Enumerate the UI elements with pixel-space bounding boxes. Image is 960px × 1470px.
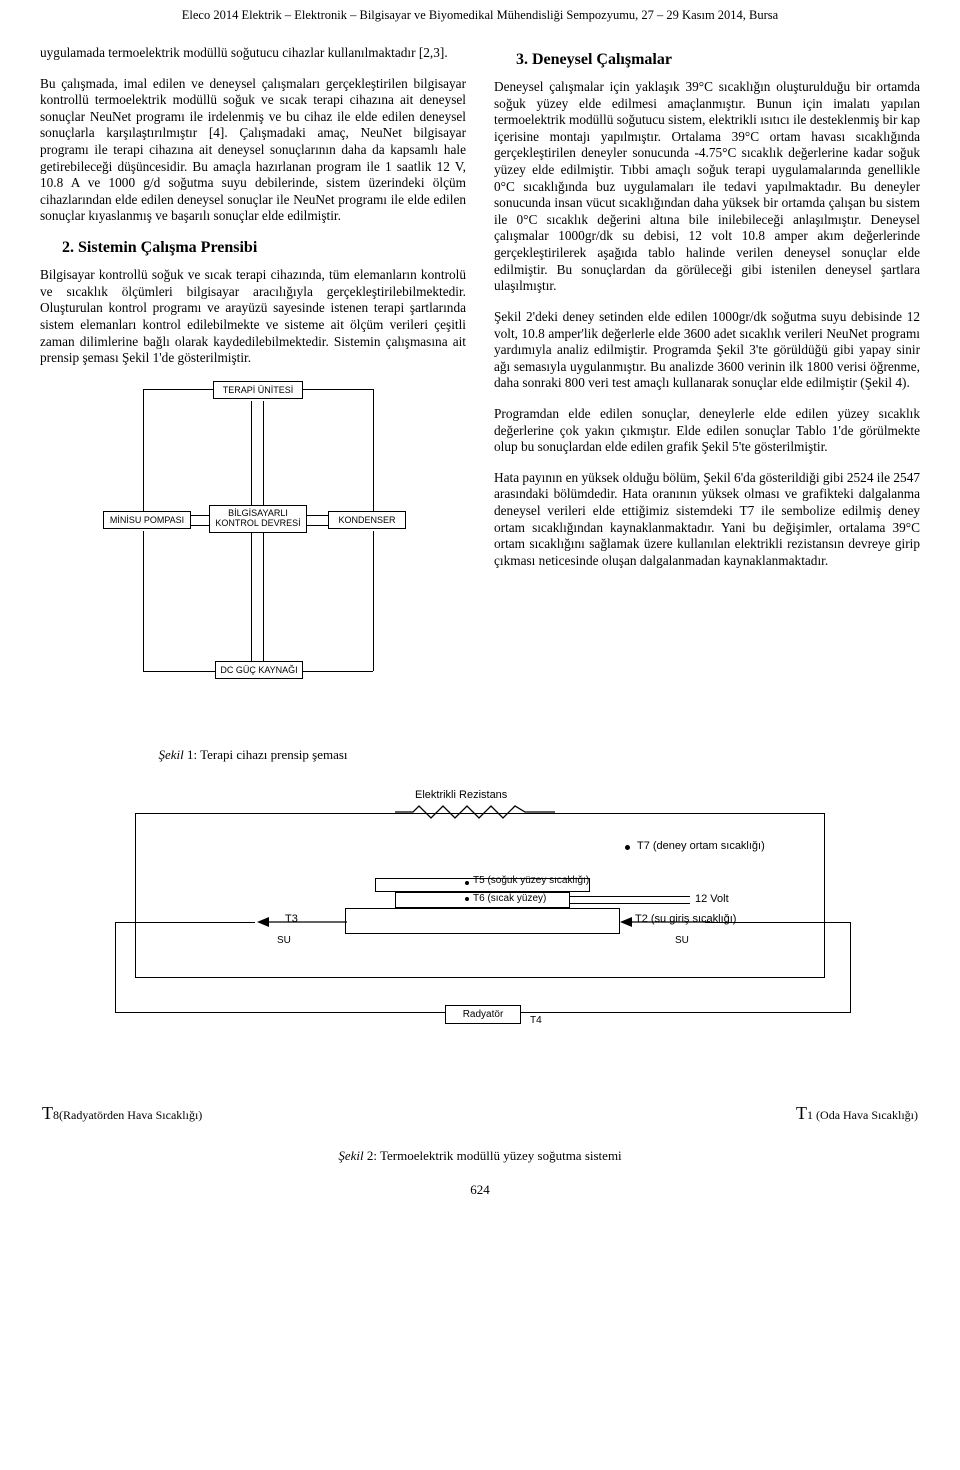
caption-italic: Şekil [338,1148,363,1163]
fig2-label-su-left: SU [277,935,291,946]
caption-italic: Şekil [158,747,183,762]
left-column: uygulamada termoelektrik modüllü soğutuc… [40,45,466,773]
caption-rest: 1: Terapi cihazı prensip şeması [184,747,348,762]
para: Hata payının en yüksek olduğu bölüm, Şek… [494,470,920,570]
figure-2-caption: Şekil 2: Termoelektrik modüllü yüzey soğ… [40,1148,920,1164]
arrow-left-icon [257,916,347,936]
para: Bilgisayar kontrollü soğuk ve sıcak tera… [40,267,466,367]
page-header: Eleco 2014 Elektrik – Elektronik – Bilgi… [40,8,920,23]
para: Bu çalışmada, imal edilen ve deneysel ça… [40,76,466,225]
figure-1-caption: Şekil 1: Terapi cihazı prensip şeması [40,747,466,763]
figure-2: Elektrikli Rezistans T7 (deney ortam sıc… [40,783,920,1164]
fig2-label-resistor: Elektrikli Rezistans [415,789,507,801]
fig1-box-dc: DC GÜÇ KAYNAĞI [215,661,303,679]
resistor-icon [395,805,555,819]
fig2-label-t4: T4 [530,1015,542,1026]
fig2-label-12v: 12 Volt [695,893,729,905]
para: Programdan elde edilen sonuçlar, deneyle… [494,406,920,456]
fig1-box-condenser: KONDENSER [328,511,406,529]
caption-rest: 2: Termoelektrik modüllü yüzey soğutma s… [364,1148,622,1163]
section-heading-2: 2. Sistemin Çalışma Prensibi [40,239,466,257]
fig1-box-therapy: TERAPİ ÜNİTESİ [213,381,303,399]
figure-2-bottom-labels: T8(Radyatörden Hava Sıcaklığı) T1 (Oda H… [40,1103,920,1124]
fig2-label-su-right: SU [675,935,689,946]
fig2-label-t5: T5 (soğuk yüzey sıcaklığı) [473,875,589,886]
figure-1: TERAPİ ÜNİTESİ MİNİSU POMPASI BİLGİSAYAR… [40,381,466,763]
fig2-label-t8: T8(Radyatörden Hava Sıcaklığı) [42,1103,202,1124]
right-column: 3. Deneysel Çalışmalar Deneysel çalışmal… [494,45,920,773]
section-heading-3: 3. Deneysel Çalışmalar [494,51,920,69]
fig2-label-t7: T7 (deney ortam sıcaklığı) [637,840,765,852]
para: uygulamada termoelektrik modüllü soğutuc… [40,45,466,62]
fig2-box-radiator: Radyatör [445,1005,521,1024]
page-number: 624 [40,1182,920,1198]
fig1-box-pump: MİNİSU POMPASI [103,511,191,529]
fig2-label-t6: T6 (sıcak yüzey) [473,893,546,904]
arrow-right-icon [620,916,710,936]
fig2-label-t1: T1 (Oda Hava Sıcaklığı) [796,1103,918,1124]
two-column-layout: uygulamada termoelektrik modüllü soğutuc… [40,45,920,773]
para: Şekil 2'deki deney setinden elde edilen … [494,309,920,392]
fig1-box-control: BİLGİSAYARLI KONTROL DEVRESİ [209,505,307,533]
para: Deneysel çalışmalar için yaklaşık 39°C s… [494,79,920,295]
